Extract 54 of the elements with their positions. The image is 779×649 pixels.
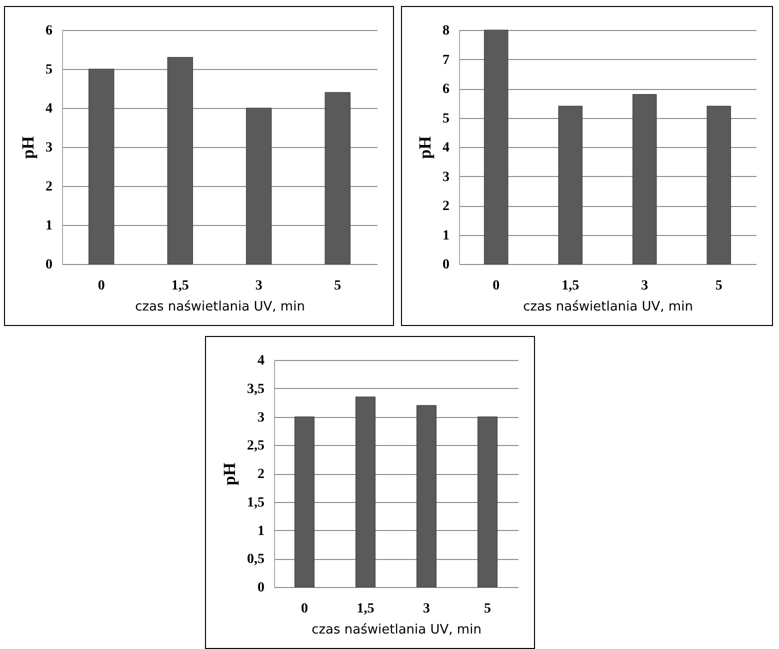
x-tick-label: 1,5 xyxy=(356,602,374,616)
bar xyxy=(355,396,376,588)
y-axis-title: pH xyxy=(18,136,38,159)
x-tick-label: 1,5 xyxy=(562,278,580,294)
x-axis-title: czas naświetlania UV, min xyxy=(135,300,305,314)
y-tick-label: 0,5 xyxy=(247,552,264,568)
x-tick-label: 3 xyxy=(423,602,430,616)
y-tick-label: 3 xyxy=(442,170,450,185)
bar xyxy=(246,108,272,264)
y-tick-label: 6 xyxy=(442,82,450,97)
y-tick-label: 5 xyxy=(442,111,450,126)
x-tick-label: 1,5 xyxy=(171,278,189,294)
y-tick-label: 0 xyxy=(46,258,52,272)
y-axis-title: pH xyxy=(220,462,239,486)
x-tick-label: 5 xyxy=(715,278,722,294)
y-tick-label: 0 xyxy=(258,580,264,596)
bar xyxy=(558,106,583,264)
x-tick-label: 5 xyxy=(484,602,491,616)
y-tick-label: 1,5 xyxy=(247,495,264,510)
y-tick-label: 4 xyxy=(46,102,52,116)
y-tick-label: 3 xyxy=(258,410,264,426)
y-tick-label: 1 xyxy=(442,228,450,244)
y-tick-label: 6 xyxy=(46,24,52,38)
y-tick-label: 3,5 xyxy=(247,382,264,397)
bar xyxy=(477,416,498,588)
y-tick-label: 2 xyxy=(258,467,264,482)
x-tick-label: 3 xyxy=(641,278,648,294)
bar xyxy=(484,30,508,264)
y-tick-label: 1 xyxy=(258,524,264,539)
x-tick-label: 5 xyxy=(334,278,342,294)
bar xyxy=(632,94,657,264)
y-tick-label: 0 xyxy=(442,258,450,272)
y-tick-label: 2 xyxy=(46,180,52,194)
y-axis-title: pH xyxy=(416,136,434,159)
y-tick-label: 4 xyxy=(442,140,450,156)
bar xyxy=(324,92,350,264)
bar xyxy=(294,416,315,588)
y-tick-label: 1 xyxy=(46,218,52,234)
x-axis-title: czas naświetlania UV, min xyxy=(312,622,482,638)
bar xyxy=(88,68,114,264)
y-tick-label: 5 xyxy=(46,62,52,78)
x-tick-label: 0 xyxy=(98,278,105,294)
x-tick-label: 0 xyxy=(492,278,500,294)
y-tick-label: 8 xyxy=(442,24,450,38)
x-axis-title: czas naświetlania UV, min xyxy=(523,300,693,314)
bar xyxy=(706,106,732,264)
y-tick-label: 4 xyxy=(258,354,264,368)
bar xyxy=(416,405,437,588)
y-tick-label: 2 xyxy=(442,199,450,214)
bar xyxy=(167,57,193,264)
x-tick-label: 0 xyxy=(301,602,308,616)
y-tick-label: 7 xyxy=(442,52,450,68)
y-tick-label: 3 xyxy=(46,140,52,156)
y-tick-label: 2,5 xyxy=(247,438,264,454)
